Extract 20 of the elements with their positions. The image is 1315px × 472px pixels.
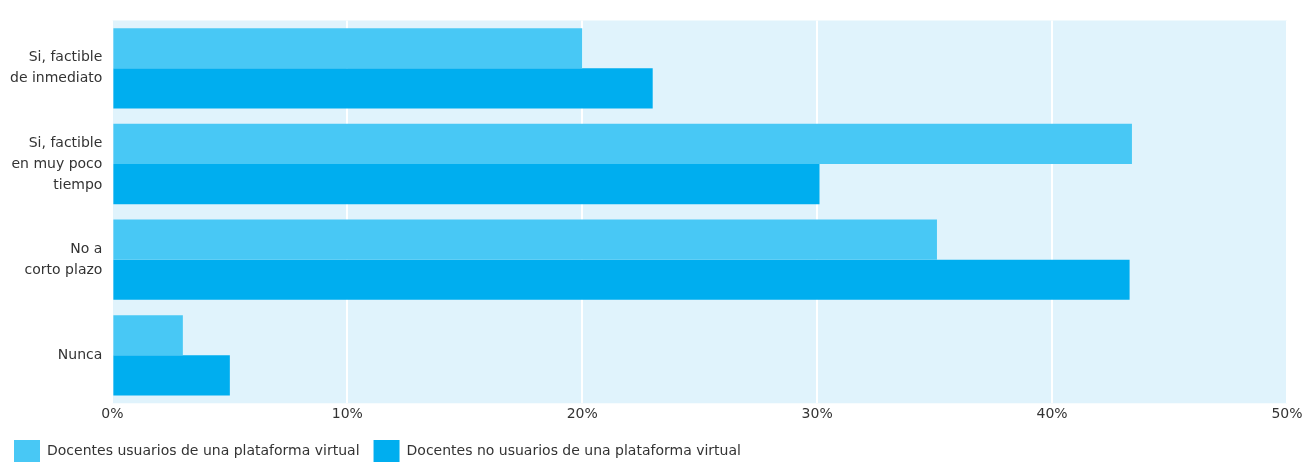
bar [113,123,1132,165]
x-tick-label: 40% [1036,405,1068,422]
bar [113,164,820,205]
legend-label: Docentes no usuarios de una plataforma virtual [406,441,741,458]
y-tick-label: Si, factible de inmediato [10,48,103,86]
y-tick-label: Nunca [57,346,103,362]
y-tick-label: Si, factible en muy poco tiempo [11,133,103,192]
bar [113,28,583,69]
x-tick-label: 20% [566,405,598,422]
legend-label: Docentes usuarios de una plataforma virtual [47,441,360,458]
y-tick-label: No a corto plazo [24,239,103,277]
x-tick-label: 10% [331,405,363,422]
x-tick-label: 0% [101,405,124,422]
x-tick-label: 30% [801,405,833,422]
bar [113,355,230,396]
bar [113,315,183,356]
bar [113,68,653,109]
x-tick-label: 50% [1271,405,1303,422]
bar [113,219,937,260]
bar [113,259,1130,300]
